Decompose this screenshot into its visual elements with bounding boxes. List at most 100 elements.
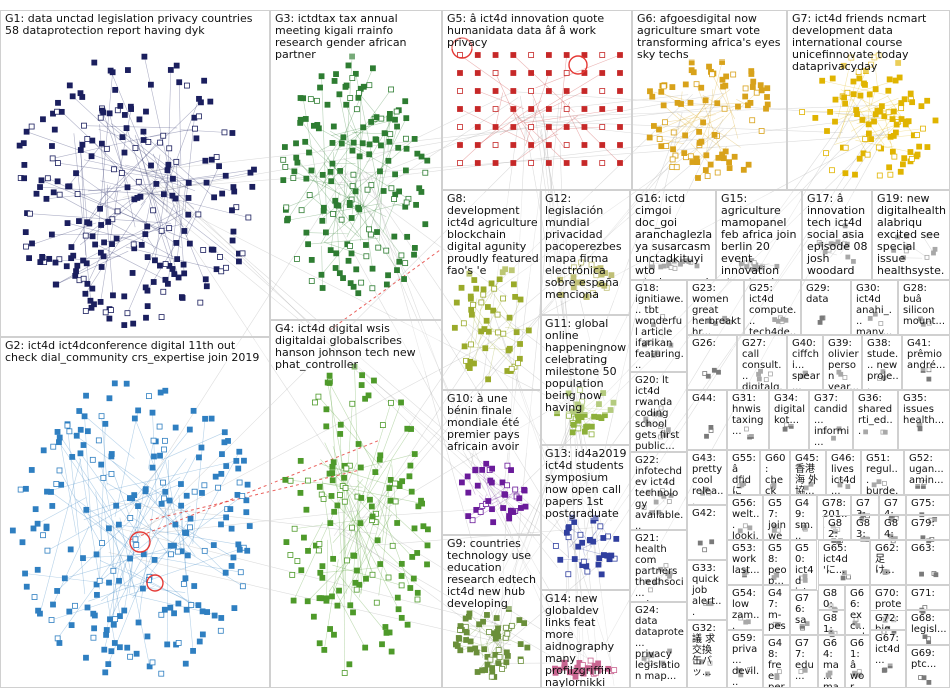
node <box>414 550 421 556</box>
node <box>898 105 905 112</box>
edge <box>342 56 353 225</box>
node <box>563 70 570 76</box>
node <box>282 164 289 170</box>
group-label-g34: G34: digital kot... <box>774 393 806 426</box>
node <box>17 486 24 493</box>
node <box>144 223 151 230</box>
group-panel-g12: G12: legislación mundial privacidad paco… <box>540 190 630 315</box>
node <box>367 496 373 503</box>
node <box>932 117 939 124</box>
edge <box>85 178 158 236</box>
group-label-g26: G26: <box>692 338 734 349</box>
node <box>73 268 79 275</box>
edge <box>125 164 235 192</box>
node <box>301 534 307 541</box>
edge <box>535 54 621 89</box>
node <box>721 105 728 112</box>
group-panel-g35: G35: issues health... <box>898 390 950 450</box>
edge <box>487 345 496 380</box>
node <box>161 606 168 613</box>
node <box>373 137 380 143</box>
node <box>473 285 480 292</box>
node <box>132 536 139 543</box>
group-panel-g63: G63: <box>906 540 950 585</box>
node <box>342 83 349 90</box>
inter-group-edge <box>491 307 574 546</box>
node <box>510 70 517 76</box>
node <box>857 92 864 99</box>
node <box>385 157 392 164</box>
node <box>334 502 341 509</box>
node <box>521 620 528 627</box>
node <box>74 191 81 198</box>
node <box>175 274 182 281</box>
node <box>370 65 376 72</box>
node <box>102 669 109 676</box>
edge <box>79 140 88 223</box>
group-panel-g84: G84: <box>879 515 906 540</box>
node <box>135 619 142 626</box>
edge <box>834 95 889 122</box>
group-label-g42: G42: <box>692 508 724 519</box>
node <box>353 586 360 593</box>
node <box>468 311 475 318</box>
node <box>812 115 819 121</box>
node <box>344 557 350 564</box>
group-label-g23: G23: women great herbreakthr... mean... <box>692 283 741 334</box>
edge <box>881 103 901 107</box>
node <box>876 172 883 179</box>
node <box>512 486 519 493</box>
node <box>173 158 180 165</box>
group-label-g81: G81: <box>823 613 842 634</box>
node <box>105 219 112 225</box>
group-label-g46: G46: lives ict4d... <box>831 453 858 494</box>
node <box>133 542 140 548</box>
node <box>495 660 502 667</box>
inter-group-edge <box>497 134 728 329</box>
node <box>516 495 523 502</box>
node <box>131 492 138 498</box>
node <box>504 482 510 489</box>
node <box>799 109 806 115</box>
node <box>202 276 209 283</box>
node <box>229 237 236 244</box>
node <box>379 641 385 648</box>
node <box>886 164 893 171</box>
edge <box>559 54 567 121</box>
node <box>332 265 339 271</box>
group-panel-g30: G30: ict4d anahi_... many... <box>851 280 898 335</box>
node <box>483 317 490 324</box>
node <box>202 415 208 422</box>
node <box>823 150 829 157</box>
node <box>317 84 323 91</box>
node <box>336 91 343 98</box>
edge <box>327 157 402 256</box>
edge <box>339 94 352 153</box>
node <box>221 129 228 136</box>
group-panel-g57: G57: join webi... <box>763 495 790 540</box>
node <box>171 610 177 617</box>
node <box>89 456 96 463</box>
node <box>703 152 710 159</box>
node <box>388 399 394 406</box>
node <box>98 413 105 420</box>
node <box>157 452 163 459</box>
inter-group-edge <box>358 168 610 538</box>
node <box>73 432 80 439</box>
edge <box>339 433 347 594</box>
node <box>192 125 198 132</box>
group-label-g65: G65: ict4d 'に... <box>823 543 867 576</box>
edge <box>649 105 736 138</box>
node <box>81 413 88 420</box>
node <box>70 252 77 259</box>
node <box>411 451 418 457</box>
node <box>247 169 254 176</box>
node <box>124 644 131 651</box>
group-label-g53: G53: work last... <box>732 543 760 576</box>
node <box>297 95 304 101</box>
group-label-g32: G32: 議 求 交換 缶バッ... <box>692 623 724 678</box>
node <box>146 393 152 400</box>
node <box>289 571 296 578</box>
node <box>328 493 335 499</box>
node <box>164 280 171 287</box>
